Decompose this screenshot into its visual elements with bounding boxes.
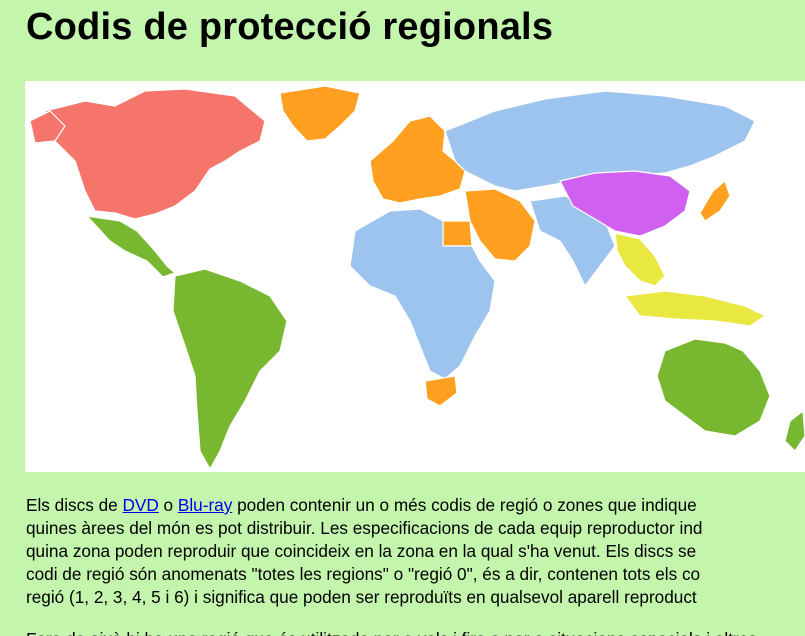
alaska-region bbox=[29, 110, 66, 144]
middle-east-region bbox=[464, 188, 536, 262]
region-map-image bbox=[25, 81, 805, 472]
blu-ray-link[interactable]: Blu-ray bbox=[177, 495, 233, 515]
egypt-region bbox=[442, 220, 473, 247]
paragraph-line: regió (1, 2, 3, 4, 5 i 6) i significa qu… bbox=[26, 587, 697, 607]
paragraph-line: Fora de això hi ha una regió que és util… bbox=[26, 628, 805, 636]
china-region bbox=[559, 170, 691, 237]
indonesia-region bbox=[624, 290, 766, 327]
paragraph-line: codi de regió són anomenats "totes les r… bbox=[26, 564, 701, 584]
australia-region bbox=[656, 338, 771, 437]
second-paragraph: Fora de això hi ha una regió que és util… bbox=[26, 628, 805, 636]
russia-region bbox=[444, 90, 756, 192]
page-title: Codis de protecció regionals bbox=[26, 6, 554, 48]
africa-region bbox=[349, 208, 496, 380]
new-zealand-region bbox=[784, 410, 805, 452]
region-code-paragraph: Els discs de DVD o Blu-ray poden conteni… bbox=[26, 494, 805, 609]
paragraph-line: quines àrees del món es pot distribuir. … bbox=[26, 518, 703, 538]
japan-region bbox=[699, 180, 731, 222]
central-america-region bbox=[86, 215, 176, 278]
southeast-asia-region bbox=[614, 232, 666, 287]
paragraph-text: o bbox=[158, 495, 178, 515]
greenland-region bbox=[279, 85, 361, 142]
paragraph-line: Els discs de DVD o Blu-ray poden conteni… bbox=[26, 494, 805, 517]
paragraph-text: poden contenir un o més codis de regió o… bbox=[232, 495, 697, 515]
north-america-region bbox=[44, 88, 266, 220]
paragraph-text: Els discs de bbox=[26, 495, 123, 515]
paragraph-line: quina zona poden reproduir que coincidei… bbox=[26, 541, 697, 561]
dvd-link[interactable]: DVD bbox=[122, 495, 159, 515]
south-america-region bbox=[172, 268, 288, 470]
world-map-svg bbox=[29, 85, 805, 470]
south-africa-region bbox=[424, 375, 458, 407]
